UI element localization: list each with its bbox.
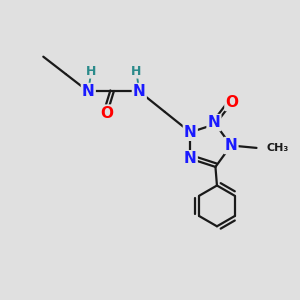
Text: N: N <box>133 84 146 99</box>
Text: H: H <box>86 64 97 78</box>
Text: N: N <box>208 115 220 130</box>
Text: N: N <box>184 151 197 166</box>
Text: O: O <box>101 106 114 121</box>
Text: N: N <box>82 84 95 99</box>
Text: H: H <box>131 64 142 78</box>
Text: N: N <box>225 138 237 153</box>
Text: N: N <box>184 125 197 140</box>
Text: CH₃: CH₃ <box>267 143 289 153</box>
Text: O: O <box>226 95 238 110</box>
